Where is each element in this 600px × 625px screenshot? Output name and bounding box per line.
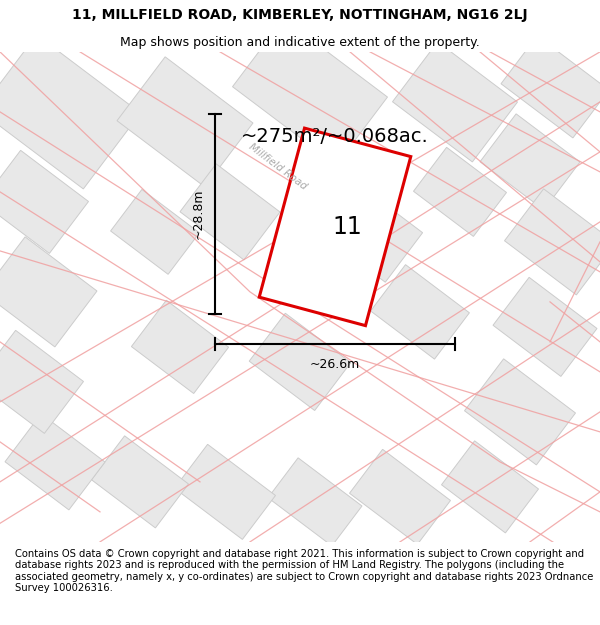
Polygon shape [350, 449, 451, 544]
Text: ~28.8m: ~28.8m [192, 189, 205, 239]
Text: 11, MILLFIELD ROAD, KIMBERLEY, NOTTINGHAM, NG16 2LJ: 11, MILLFIELD ROAD, KIMBERLEY, NOTTINGHA… [72, 8, 528, 21]
Polygon shape [0, 331, 83, 433]
Polygon shape [480, 114, 580, 210]
Polygon shape [249, 313, 351, 411]
Polygon shape [5, 414, 105, 510]
Polygon shape [110, 189, 199, 274]
Text: Contains OS data © Crown copyright and database right 2021. This information is : Contains OS data © Crown copyright and d… [15, 549, 593, 593]
Polygon shape [413, 148, 506, 236]
Polygon shape [0, 151, 89, 253]
Polygon shape [392, 42, 517, 162]
Polygon shape [0, 35, 140, 189]
Polygon shape [175, 444, 275, 539]
Polygon shape [0, 237, 97, 347]
Polygon shape [233, 19, 388, 165]
Text: Map shows position and indicative extent of the property.: Map shows position and indicative extent… [120, 36, 480, 49]
Text: ~275m²/~0.068ac.: ~275m²/~0.068ac. [241, 127, 429, 146]
Polygon shape [180, 164, 280, 260]
Polygon shape [505, 189, 600, 295]
Polygon shape [464, 359, 575, 465]
Polygon shape [371, 264, 469, 359]
Polygon shape [117, 57, 253, 187]
Text: Millfield Road: Millfield Road [247, 142, 309, 192]
Polygon shape [131, 300, 229, 394]
Polygon shape [501, 36, 600, 138]
Polygon shape [92, 436, 188, 528]
Polygon shape [442, 441, 538, 533]
Polygon shape [317, 181, 422, 282]
Polygon shape [493, 278, 597, 376]
Text: ~26.6m: ~26.6m [310, 358, 360, 371]
Polygon shape [268, 458, 362, 546]
Polygon shape [259, 128, 411, 326]
Text: 11: 11 [332, 215, 362, 239]
